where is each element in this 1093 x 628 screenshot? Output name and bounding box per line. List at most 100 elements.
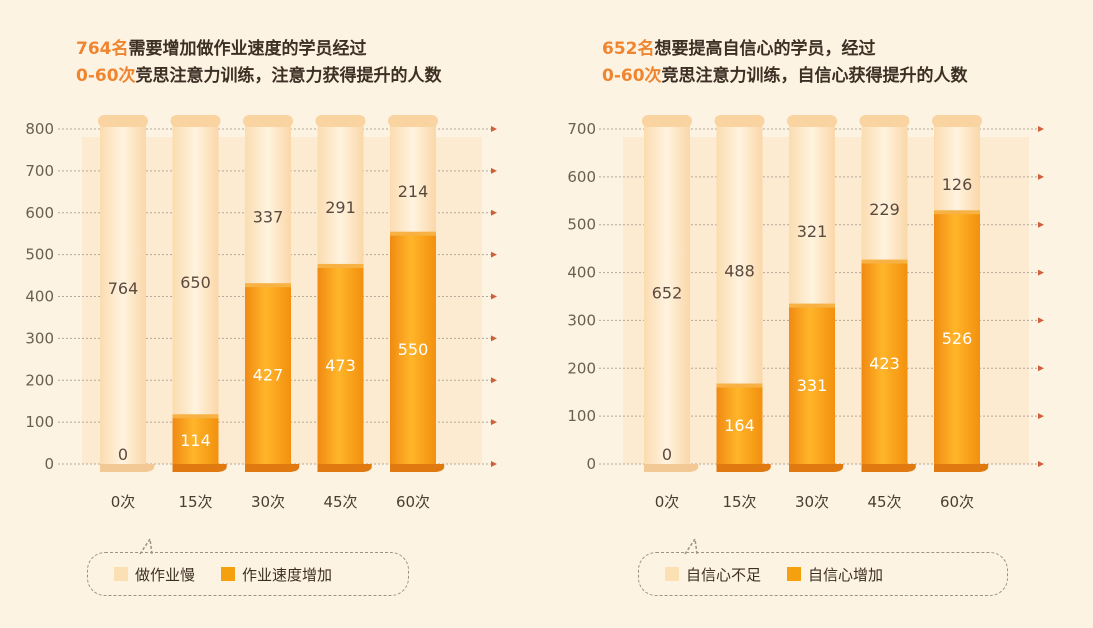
y-tick-label: 300 [567,311,596,329]
bar-increased-top [789,303,835,308]
gridline-arrow [491,293,497,300]
bar-increased [317,265,364,464]
right-legend: 自信心不足 自信心增加 [638,552,1008,596]
y-tick-label: 0 [586,455,596,473]
x-tick-label: 15次 [178,493,212,511]
value-label-remaining: 652 [652,283,683,302]
bar-remaining [644,121,690,464]
bar-remaining [172,121,219,464]
bar-cap [642,115,692,127]
bar-base [245,464,300,472]
y-tick-label: 200 [567,359,596,377]
legend-label: 作业速度增加 [242,565,333,584]
value-label-increased: 550 [398,340,429,359]
right-title-line-2: 0-60次竞思注意力训练，自信心获得提升的人数 [602,63,968,90]
gridline-arrow [1038,269,1044,276]
gridline-arrow [1038,173,1044,180]
left-legend: 做作业慢 作业速度增加 [87,552,409,596]
bar-increased [789,305,835,464]
bar-base [861,464,916,472]
value-label-remaining: 488 [724,262,755,281]
value-label-remaining: 337 [253,208,284,227]
value-label-increased: 473 [325,356,356,375]
value-label-increased: 0 [118,445,128,464]
right-title-count: 652名 [602,39,655,59]
x-tick-label: 45次 [867,493,901,511]
y-tick-label: 700 [567,120,596,138]
legend-bubble-tail [684,537,698,555]
x-tick-label: 30次 [251,493,285,511]
value-label-increased: 114 [180,431,211,450]
right-chart: 652名想要提高自信心的学员，经过 0-60次竞思注意力训练，自信心获得提升的人… [547,0,1093,628]
y-tick-label: 600 [567,168,596,186]
value-label-increased: 0 [662,445,672,464]
bar-cap [787,115,837,127]
legend-bubble-tail [139,537,153,555]
bar-base [789,464,844,472]
x-tick-label: 15次 [722,493,756,511]
bar-base [317,464,372,472]
value-label-remaining: 321 [797,222,828,241]
value-label-remaining: 291 [325,198,356,217]
bar-cap [714,115,765,127]
value-label-remaining: 229 [869,200,900,219]
left-title-range: 0-60次 [76,66,136,86]
y-tick-label: 200 [25,371,54,389]
gridline-arrow [491,335,497,342]
legend-swatch-remaining [114,567,128,581]
gridline-arrow [491,419,497,426]
gridline-arrow [491,461,497,467]
value-label-remaining: 214 [398,182,429,201]
right-title-line-1: 652名想要提高自信心的学员，经过 [602,36,968,63]
bar-cap [243,115,293,127]
bar-increased-top [861,259,908,264]
right-chart-title: 652名想要提高自信心的学员，经过 0-60次竞思注意力训练，自信心获得提升的人… [602,36,968,90]
y-tick-label: 100 [25,413,54,431]
bar-increased-top [245,283,291,288]
bar-increased [861,261,908,464]
gridline-arrow [491,167,497,174]
left-title-line-2: 0-60次竞思注意力训练，注意力获得提升的人数 [76,63,442,90]
bar-cap [859,115,910,127]
left-title-line-1: 764名需要增加做作业速度的学员经过 [76,36,442,63]
right-title-text-1: 想要提高自信心的学员，经过 [654,39,876,59]
y-tick-label: 700 [25,162,54,180]
legend-label: 做作业慢 [135,565,196,584]
gridline-arrow [491,126,497,132]
left-chart: 764名需要增加做作业速度的学员经过 0-60次竞思注意力训练，注意力获得提升的… [0,0,546,628]
bar-base [390,464,445,472]
value-label-increased: 526 [942,329,973,348]
y-tick-label: 500 [25,246,54,264]
bar-increased [934,212,980,464]
bar-base [716,464,771,472]
bar-base [644,464,699,472]
left-title-count: 764名 [76,39,129,59]
bar-increased [172,416,219,464]
gridline-arrow [491,209,497,216]
bar-increased-top [934,210,980,215]
bar-increased [245,285,291,464]
bar-cap [98,115,148,127]
left-plot-area: 0 100 200 300 400 500 600 700 800 764 0 0次 650 114 15次… [25,115,497,511]
y-tick-label: 600 [25,204,54,222]
gridline-arrow [1038,126,1044,132]
left-title-text-1: 需要增加做作业速度的学员经过 [128,39,367,59]
legend-swatch-remaining [665,567,679,581]
legend-swatch-increased [221,567,236,581]
value-label-remaining: 650 [180,273,211,292]
value-label-increased: 164 [724,416,755,435]
right-plot-area: 0 100 200 300 400 500 600 700 652 0 0次 488 164 15次 321… [567,115,1044,511]
y-tick-label: 400 [25,288,54,306]
bar-base [172,464,227,472]
gridline-arrow [491,377,497,384]
value-label-increased: 423 [869,354,900,373]
gridline-arrow [1038,365,1044,372]
bar-cap [170,115,221,127]
gridline-arrow [1038,413,1044,420]
gridline-arrow [1038,317,1044,324]
y-tick-label: 800 [25,120,54,138]
x-tick-label: 60次 [940,493,974,511]
bar-increased [716,385,763,464]
legend-item-remaining: 做作业慢 [114,564,195,585]
legend-item-increased: 自信心增加 [787,564,883,585]
